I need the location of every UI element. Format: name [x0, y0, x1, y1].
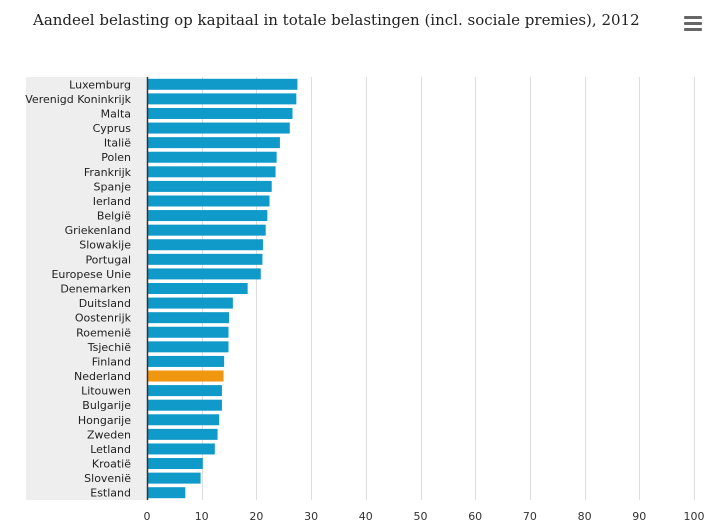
bar-luxemburg [147, 78, 298, 90]
bar-griekenland [147, 224, 266, 236]
menu-line [684, 22, 702, 25]
category-label: Nederland [74, 370, 131, 383]
bar-portugal [147, 253, 263, 265]
category-label: Hongarije [78, 414, 131, 427]
category-label: Italië [104, 137, 131, 150]
x-tick-label: 90 [632, 510, 646, 523]
menu-line [684, 28, 702, 31]
bar-europese-unie [147, 268, 261, 280]
bar-sloveni- [147, 472, 201, 484]
category-label: Roemenië [76, 326, 131, 339]
category-label: Oostenrijk [75, 312, 132, 325]
category-label: België [97, 210, 131, 223]
bar-slowakije [147, 239, 263, 251]
bar-finland [147, 355, 225, 367]
bar-estland [147, 487, 186, 499]
x-tick-label: 40 [359, 510, 373, 523]
bar-oostenrijk [147, 312, 230, 324]
category-label: Slovenië [84, 472, 131, 485]
category-label: Litouwen [81, 385, 131, 398]
chart-title: Aandeel belasting op kapitaal in totale … [33, 11, 640, 29]
x-tick-label: 60 [468, 510, 482, 523]
bar-bulgarije [147, 399, 222, 411]
category-label: Letland [90, 443, 131, 456]
category-label: Kroatië [92, 458, 131, 471]
bar-cyprus [147, 122, 290, 134]
category-label: Malta [101, 107, 131, 120]
category-label: Verenigd Koninkrijk [25, 93, 131, 106]
category-label: Zweden [87, 428, 131, 441]
bar-nederland [147, 370, 224, 382]
category-label: Tsjechië [87, 341, 132, 354]
category-label: Luxemburg [69, 78, 131, 91]
bar-litouwen [147, 385, 222, 397]
bar-itali- [147, 137, 280, 149]
category-label: Estland [90, 487, 131, 500]
category-label: Duitsland [79, 297, 131, 310]
bar-zweden [147, 428, 218, 440]
category-label: Portugal [85, 253, 131, 266]
category-label: Finland [92, 355, 131, 368]
bar-verenigd-koninkrijk [147, 93, 297, 105]
category-label: Slowakije [79, 239, 131, 252]
category-label: Frankrijk [84, 166, 132, 179]
category-label: Europese Unie [51, 268, 131, 281]
x-tick-label: 20 [249, 510, 263, 523]
x-tick-label: 30 [304, 510, 318, 523]
category-label: Denemarken [60, 283, 131, 296]
bar-tsjechi- [147, 341, 229, 353]
category-label: Spanje [93, 180, 131, 193]
hamburger-menu-icon[interactable] [684, 16, 702, 32]
x-tick-label: 70 [523, 510, 537, 523]
bar-letland [147, 443, 215, 455]
bar-denemarken [147, 283, 248, 294]
category-label: Griekenland [65, 224, 131, 237]
bar-belgi- [147, 210, 268, 222]
bar-ierland [147, 195, 270, 207]
bar-duitsland [147, 297, 233, 309]
x-tick-label: 10 [195, 510, 209, 523]
category-label: Bulgarije [82, 399, 131, 412]
bar-malta [147, 107, 293, 119]
bar-frankrijk [147, 166, 276, 178]
x-tick-label: 80 [578, 510, 592, 523]
bar-spanje [147, 180, 272, 192]
category-label-band [26, 77, 147, 500]
bar-hongarije [147, 414, 220, 426]
bar-roemeni- [147, 326, 229, 338]
menu-line [684, 16, 702, 19]
bar-polen [147, 151, 277, 163]
x-tick-label: 50 [414, 510, 428, 523]
category-label: Cyprus [93, 122, 132, 135]
category-label: Polen [101, 151, 131, 164]
bar-kroati- [147, 458, 203, 470]
x-tick-label: 0 [144, 510, 151, 523]
x-tick-label: 100 [684, 510, 705, 523]
category-label: Ierland [93, 195, 131, 208]
